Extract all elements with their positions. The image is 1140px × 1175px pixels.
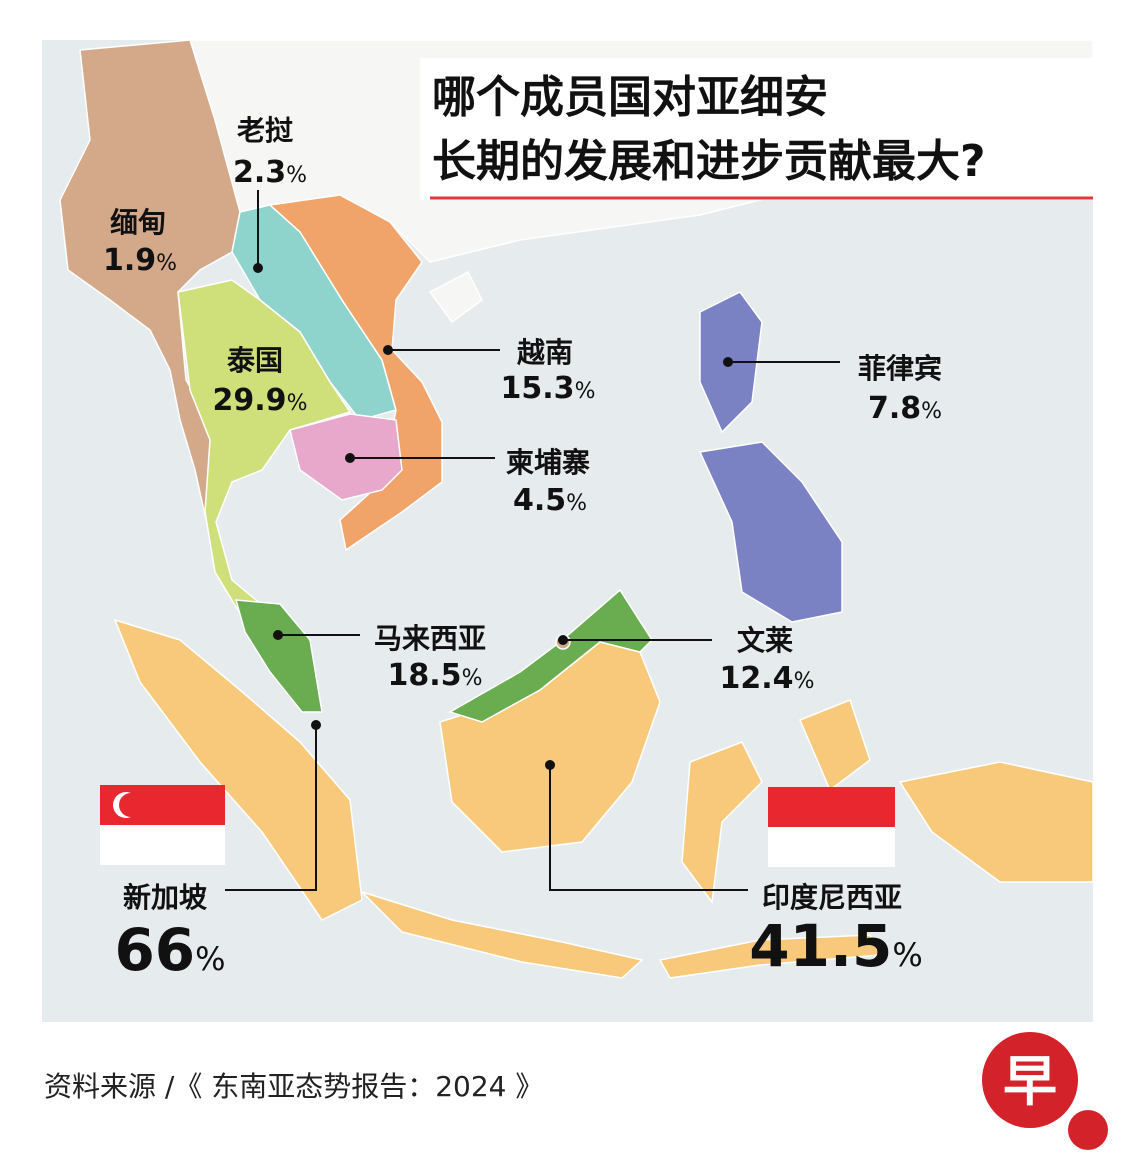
country-name: 马来西亚: [374, 622, 486, 655]
flags: [100, 785, 895, 867]
country-name: 老挝: [237, 114, 294, 147]
logo: 早: [982, 1032, 1108, 1150]
country-name: 新加坡: [123, 881, 207, 914]
country-value: 41.5%: [749, 912, 923, 980]
country-name: 缅甸: [110, 206, 166, 239]
country-value: 15.3%: [501, 371, 596, 406]
sumatra: [113, 618, 363, 921]
title-line: 长期的发展和进步贡献最大?: [432, 136, 986, 187]
leader-line: [225, 725, 317, 891]
singapore-flag-white: [100, 825, 225, 865]
unit: %: [287, 391, 308, 416]
source: 资料来源 /《 东南亚态势报告：2024 》: [44, 1070, 543, 1103]
java: [361, 891, 644, 979]
value: 41.5: [749, 912, 892, 980]
dot: [345, 453, 355, 463]
dot: [273, 630, 283, 640]
papua: [898, 761, 1094, 883]
unit: %: [156, 251, 177, 276]
country-value: 2.3%: [233, 155, 307, 190]
country-name: 菲律宾: [858, 352, 942, 385]
indonesia-flag-red: [768, 787, 895, 827]
sulawesi: [681, 741, 763, 904]
unit: %: [921, 399, 942, 424]
peninsular-malaysia: [234, 599, 323, 713]
dot: [723, 357, 733, 367]
labels: 老挝 2.3% 缅甸 1.9% 泰国 29.9% 越南 15.3% 柬埔寨 4.…: [103, 114, 942, 984]
country-name: 泰国: [227, 344, 283, 377]
nusa-tenggara: [658, 934, 882, 979]
country-name: 文莱: [737, 624, 793, 657]
east-malaysia: [448, 588, 653, 723]
logo-small-circle: [1068, 1110, 1108, 1150]
logo-circle: [982, 1032, 1078, 1128]
value: 66: [114, 916, 195, 984]
thailand: [177, 279, 352, 624]
country-name: 柬埔寨: [506, 446, 590, 479]
value: 12.4: [720, 661, 794, 696]
country-value: 18.5%: [388, 658, 483, 693]
value: 15.3: [501, 371, 575, 406]
country-value: 12.4%: [720, 661, 815, 696]
country-value: 66%: [114, 916, 225, 984]
unit: %: [195, 940, 225, 978]
unit: %: [794, 669, 815, 694]
dot: [383, 345, 393, 355]
value: 7.8: [868, 391, 921, 426]
value: 29.9: [213, 383, 287, 418]
country-value: 4.5%: [513, 483, 587, 518]
dot: [311, 720, 321, 730]
indonesia-flag-white: [768, 827, 895, 867]
country-name: 印度尼西亚: [762, 881, 902, 914]
value: 18.5: [388, 658, 462, 693]
country-value: 1.9%: [103, 243, 177, 278]
value: 1.9: [103, 243, 156, 278]
country-value: 29.9%: [213, 383, 308, 418]
title-line: 哪个成员国对亚细安: [432, 72, 828, 123]
maluku: [799, 699, 871, 792]
leader-line: [549, 765, 748, 891]
logo-text: 早: [1003, 1050, 1057, 1113]
dot: [545, 760, 555, 770]
crescent-cut: [119, 793, 143, 817]
title-background: [420, 58, 1093, 200]
dot: [558, 635, 568, 645]
value: 4.5: [513, 483, 566, 518]
unit: %: [892, 936, 922, 974]
country-value: 7.8%: [868, 391, 942, 426]
country-name: 越南: [517, 336, 573, 369]
unit: %: [575, 379, 596, 404]
hainan: [428, 270, 483, 324]
title-box: 哪个成员国对亚细安 长期的发展和进步贡献最大?: [420, 58, 1093, 200]
value: 2.3: [233, 155, 286, 190]
dot: [253, 263, 263, 273]
leaders: [225, 190, 840, 891]
unit: %: [566, 491, 587, 516]
unit: %: [462, 666, 483, 691]
visayas-mindanao: [698, 441, 843, 623]
unit: %: [286, 163, 307, 188]
